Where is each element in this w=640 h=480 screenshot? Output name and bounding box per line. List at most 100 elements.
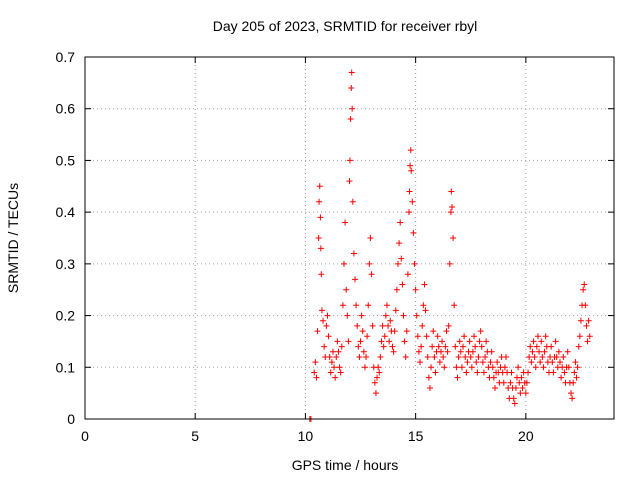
data-point <box>394 260 401 267</box>
data-point <box>570 379 577 386</box>
data-point <box>326 353 333 360</box>
data-point <box>451 302 458 309</box>
y-axis-label: SRMTID / TECUs <box>5 183 21 293</box>
data-point <box>355 343 362 350</box>
data-point <box>482 353 489 360</box>
data-point <box>425 374 432 381</box>
data-point <box>552 338 559 345</box>
y-tick-label: 0 <box>67 411 75 427</box>
data-point <box>352 276 359 283</box>
data-point <box>480 369 487 376</box>
data-point <box>379 322 386 329</box>
data-point <box>411 260 418 267</box>
data-point <box>400 312 407 319</box>
data-point <box>407 147 414 154</box>
data-point <box>428 364 435 371</box>
data-point <box>478 343 485 350</box>
data-point <box>549 359 556 366</box>
data-point <box>537 359 544 366</box>
data-point <box>439 338 446 345</box>
data-point <box>333 353 340 360</box>
data-point <box>349 198 356 205</box>
data-point <box>418 343 425 350</box>
data-point <box>376 369 383 376</box>
data-point <box>583 322 590 329</box>
x-axis-label: GPS time / hours <box>292 457 399 473</box>
data-point <box>541 348 548 355</box>
data-point <box>365 302 372 309</box>
data-point <box>442 343 449 350</box>
data-point <box>458 364 465 371</box>
data-point <box>350 250 357 257</box>
data-point <box>577 317 584 324</box>
data-point <box>335 348 342 355</box>
data-point <box>345 338 352 345</box>
data-point <box>392 307 399 314</box>
data-point <box>536 348 543 355</box>
data-point <box>519 384 526 391</box>
data-point <box>339 302 346 309</box>
data-point <box>473 359 480 366</box>
x-tick-label: 0 <box>81 428 89 444</box>
data-point <box>432 369 439 376</box>
data-point <box>353 302 360 309</box>
data-point <box>316 183 323 190</box>
chart-title: Day 205 of 2023, SRMTID for receiver rby… <box>213 18 478 34</box>
data-point <box>569 395 576 402</box>
data-point <box>404 271 411 278</box>
data-point <box>491 384 498 391</box>
data-point <box>531 353 538 360</box>
data-point <box>396 240 403 247</box>
data-point <box>553 353 560 360</box>
data-point <box>435 343 442 350</box>
data-point <box>332 374 339 381</box>
data-point <box>342 219 349 226</box>
data-point <box>464 359 471 366</box>
data-point <box>529 348 536 355</box>
data-point <box>407 162 414 169</box>
data-point <box>528 359 535 366</box>
data-point <box>430 328 437 335</box>
data-point <box>409 198 416 205</box>
data-point <box>318 271 325 278</box>
data-point <box>548 343 555 350</box>
data-point <box>356 353 363 360</box>
data-point <box>317 214 324 221</box>
data-point <box>323 322 330 329</box>
data-point <box>511 400 518 407</box>
data-point <box>576 333 583 340</box>
data-point <box>315 235 322 241</box>
data-point <box>417 359 424 366</box>
data-point <box>422 307 429 314</box>
data-point <box>401 338 408 345</box>
data-point <box>450 235 457 241</box>
data-point <box>398 255 405 262</box>
data-point <box>419 322 426 329</box>
plot-frame <box>84 56 615 420</box>
data-point <box>522 390 529 397</box>
data-point <box>487 359 494 366</box>
y-tick-label: 0.1 <box>56 359 76 375</box>
grid-lines <box>85 57 614 419</box>
data-point <box>440 353 447 360</box>
y-tick-label: 0.3 <box>56 256 76 272</box>
data-point <box>320 317 327 324</box>
data-point <box>363 353 370 360</box>
data-point <box>338 343 345 350</box>
data-point <box>354 322 361 329</box>
data-point <box>512 384 519 391</box>
data-point <box>383 302 390 309</box>
data-point <box>399 281 406 288</box>
data-point <box>348 85 355 92</box>
data-point <box>317 245 324 252</box>
data-point <box>456 338 463 345</box>
data-point <box>325 333 332 340</box>
data-point <box>406 188 413 195</box>
data-point <box>321 343 328 350</box>
data-point <box>508 369 515 376</box>
x-tick-label: 20 <box>518 428 534 444</box>
data-point <box>431 353 438 360</box>
data-point <box>387 317 394 324</box>
data-point <box>455 353 462 360</box>
data-point <box>367 235 374 241</box>
